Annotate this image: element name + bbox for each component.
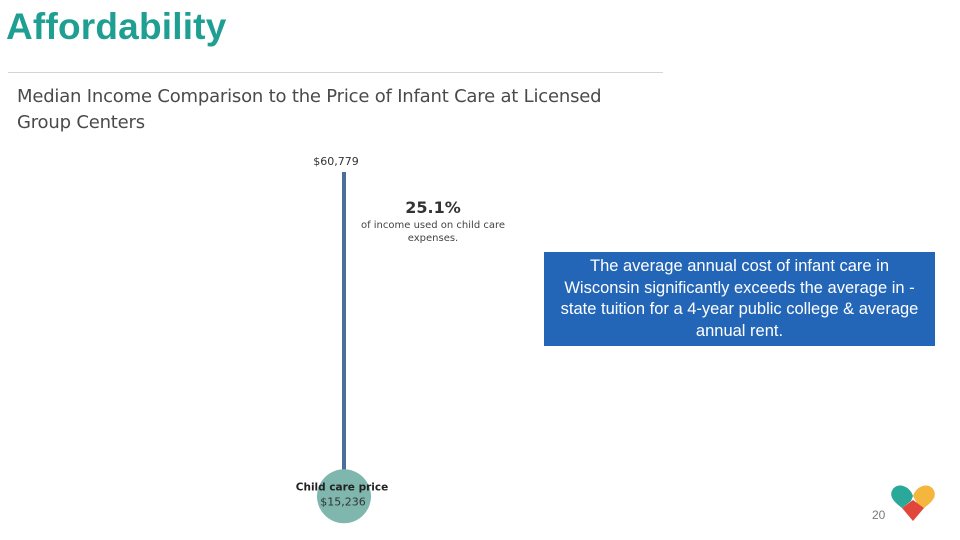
percent-caption-line2: expenses. <box>408 233 458 244</box>
median-income-label: $60,779 <box>313 155 359 168</box>
logo-yellow-segment <box>913 485 935 508</box>
heart-logo-icon <box>891 485 935 521</box>
percent-of-income-label: 25.1% <box>405 198 461 217</box>
percent-caption-line1: of income used on child care <box>361 220 505 231</box>
callout-text: The average annual cost of infant care i… <box>560 257 919 340</box>
child-care-price-circle <box>317 469 371 524</box>
child-care-price-label: Child care price <box>296 481 388 493</box>
logo-teal-segment <box>891 485 913 508</box>
callout-box: The average annual cost of infant care i… <box>544 252 935 346</box>
logo-red-segment <box>902 500 924 521</box>
page-number: 20 <box>872 508 886 522</box>
child-care-price-value: $15,236 <box>320 495 366 508</box>
slide-title: Affordability <box>6 6 227 47</box>
title-divider <box>8 72 663 73</box>
chart-title: Median Income Comparison to the Price of… <box>17 86 602 133</box>
